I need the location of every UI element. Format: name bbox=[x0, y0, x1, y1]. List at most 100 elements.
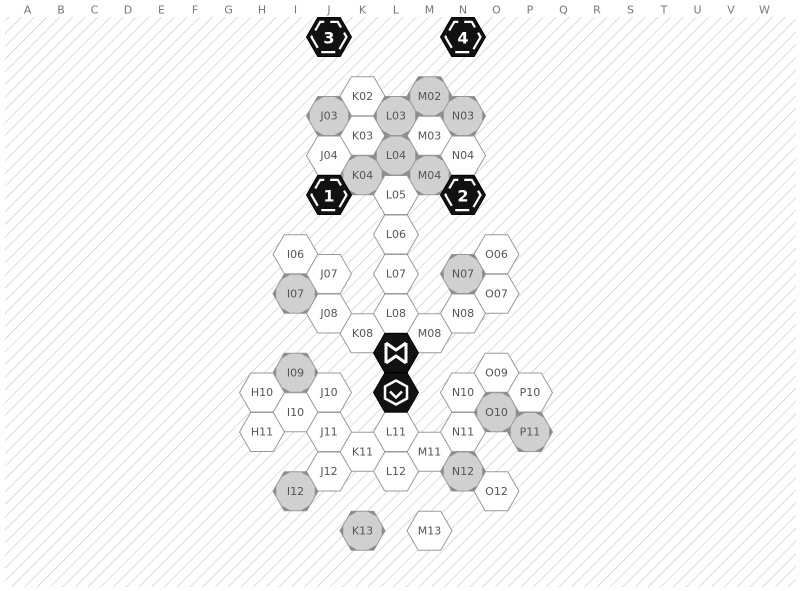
corner-mark bbox=[400, 129, 411, 136]
hex-label: M11 bbox=[418, 445, 442, 458]
corner-mark bbox=[281, 274, 291, 280]
hex-shape bbox=[372, 293, 420, 334]
hex-tile[interactable]: J10 bbox=[305, 372, 353, 413]
hex-label: K02 bbox=[352, 90, 373, 103]
start-pad-4[interactable]: 4 bbox=[439, 17, 487, 57]
start-pad-number: 2 bbox=[457, 187, 468, 206]
hex-tile[interactable]: M08 bbox=[406, 313, 453, 354]
column-label: R bbox=[593, 4, 601, 17]
hex-tile[interactable]: L05 bbox=[372, 175, 420, 215]
hex-tile[interactable]: N04 bbox=[439, 135, 487, 176]
hex-tile[interactable]: J08 bbox=[305, 293, 353, 334]
corner-mark bbox=[534, 445, 545, 452]
hex-label: H11 bbox=[251, 426, 273, 439]
hex-tile[interactable]: N12 bbox=[439, 451, 487, 492]
corner-mark bbox=[400, 136, 411, 142]
hex-tile[interactable]: L04 bbox=[372, 135, 420, 176]
corner-mark bbox=[281, 386, 291, 393]
start-pad-1[interactable]: 1 bbox=[305, 175, 353, 215]
start-pads: 3 4 1 2 bbox=[305, 17, 487, 215]
hex-label: L07 bbox=[386, 268, 406, 281]
start-pad-number: 4 bbox=[457, 29, 468, 48]
column-label: L bbox=[393, 4, 400, 17]
hex-tile[interactable]: J04 bbox=[305, 135, 353, 176]
hex-tile[interactable]: I06 bbox=[272, 234, 319, 275]
board-markers bbox=[372, 333, 420, 413]
start-pad-3[interactable]: 3 bbox=[305, 17, 353, 57]
hex-label: M08 bbox=[418, 327, 442, 340]
column-label: H bbox=[258, 4, 266, 17]
hex-tile[interactable]: L12 bbox=[372, 451, 420, 492]
corner-mark bbox=[440, 268, 444, 280]
hex-label: O09 bbox=[485, 366, 508, 379]
hex-tile[interactable]: N03 bbox=[439, 96, 487, 136]
hex-tile[interactable]: J11 bbox=[305, 412, 353, 452]
corner-mark bbox=[381, 525, 385, 537]
hex-label: N10 bbox=[452, 386, 474, 399]
hex-shape bbox=[372, 412, 420, 452]
shield-marker[interactable] bbox=[372, 372, 420, 413]
hex-label: M03 bbox=[418, 129, 442, 142]
corner-mark bbox=[448, 452, 459, 458]
hex-tile[interactable]: N08 bbox=[439, 293, 487, 334]
column-label: D bbox=[124, 4, 132, 17]
corner-mark bbox=[340, 169, 344, 181]
corner-mark bbox=[306, 110, 310, 122]
hex-shape bbox=[439, 412, 487, 452]
hex-label: P10 bbox=[520, 386, 541, 399]
corner-mark bbox=[300, 505, 310, 511]
column-label: E bbox=[158, 4, 165, 17]
corner-mark bbox=[482, 110, 486, 122]
hex-tile[interactable]: J07 bbox=[305, 254, 353, 294]
hex-tile[interactable]: M02 bbox=[406, 76, 453, 117]
hex-tile[interactable]: I09 bbox=[272, 352, 319, 393]
hex-label: I07 bbox=[287, 287, 304, 300]
hex-tile[interactable]: P10 bbox=[506, 372, 554, 413]
corner-mark bbox=[501, 426, 511, 432]
hex-tile[interactable]: N11 bbox=[439, 412, 487, 452]
hex-shape bbox=[305, 254, 353, 294]
hex-tile[interactable]: L08 bbox=[372, 293, 420, 334]
corner-mark bbox=[415, 110, 419, 122]
hex-tile[interactable]: K13 bbox=[339, 510, 386, 551]
corner-mark bbox=[300, 274, 310, 280]
hex-shape bbox=[439, 372, 487, 413]
hex-tile[interactable]: L03 bbox=[372, 96, 420, 136]
hex-tile[interactable]: H11 bbox=[238, 412, 286, 452]
corner-mark bbox=[467, 254, 478, 261]
corner-mark bbox=[381, 96, 392, 103]
hex-tile[interactable]: J12 bbox=[305, 451, 353, 492]
hex-label: O12 bbox=[485, 485, 508, 498]
corner-mark bbox=[467, 287, 478, 294]
hex-tile[interactable]: P11 bbox=[506, 412, 554, 452]
hex-tile[interactable]: J03 bbox=[305, 96, 353, 136]
corner-mark bbox=[448, 96, 459, 103]
hex-shape bbox=[439, 135, 487, 176]
hex-label: H10 bbox=[251, 386, 273, 399]
hex-tile[interactable]: L11 bbox=[372, 412, 420, 452]
hex-tile[interactable]: L06 bbox=[372, 214, 420, 255]
hex-tile[interactable]: M04 bbox=[406, 155, 453, 196]
hex-label: I10 bbox=[287, 406, 304, 419]
hex-label: L05 bbox=[386, 189, 406, 202]
hex-grid: K02 M02 K03 M03 J03 L03 N03 K04 M04 J04 L04 N04 L05 I… bbox=[238, 76, 554, 551]
corner-mark bbox=[340, 525, 344, 537]
corner-mark bbox=[415, 189, 425, 195]
column-label: T bbox=[660, 4, 668, 17]
hex-tile[interactable]: L07 bbox=[372, 254, 420, 294]
crossed-marker[interactable] bbox=[372, 333, 420, 373]
column-label: B bbox=[57, 4, 65, 17]
corner-mark bbox=[367, 155, 377, 162]
hex-label: J12 bbox=[319, 465, 337, 478]
corner-mark bbox=[474, 406, 478, 418]
hex-tile[interactable]: N07 bbox=[439, 254, 487, 294]
hex-shape bbox=[406, 510, 453, 551]
hex-tile[interactable]: M13 bbox=[406, 510, 453, 551]
hex-shape bbox=[372, 175, 420, 215]
start-pad-2[interactable]: 2 bbox=[439, 175, 487, 215]
hex-label: J04 bbox=[319, 149, 337, 162]
hex-tile[interactable]: H10 bbox=[238, 372, 286, 413]
hex-tile[interactable]: N10 bbox=[439, 372, 487, 413]
corner-mark bbox=[482, 392, 492, 399]
